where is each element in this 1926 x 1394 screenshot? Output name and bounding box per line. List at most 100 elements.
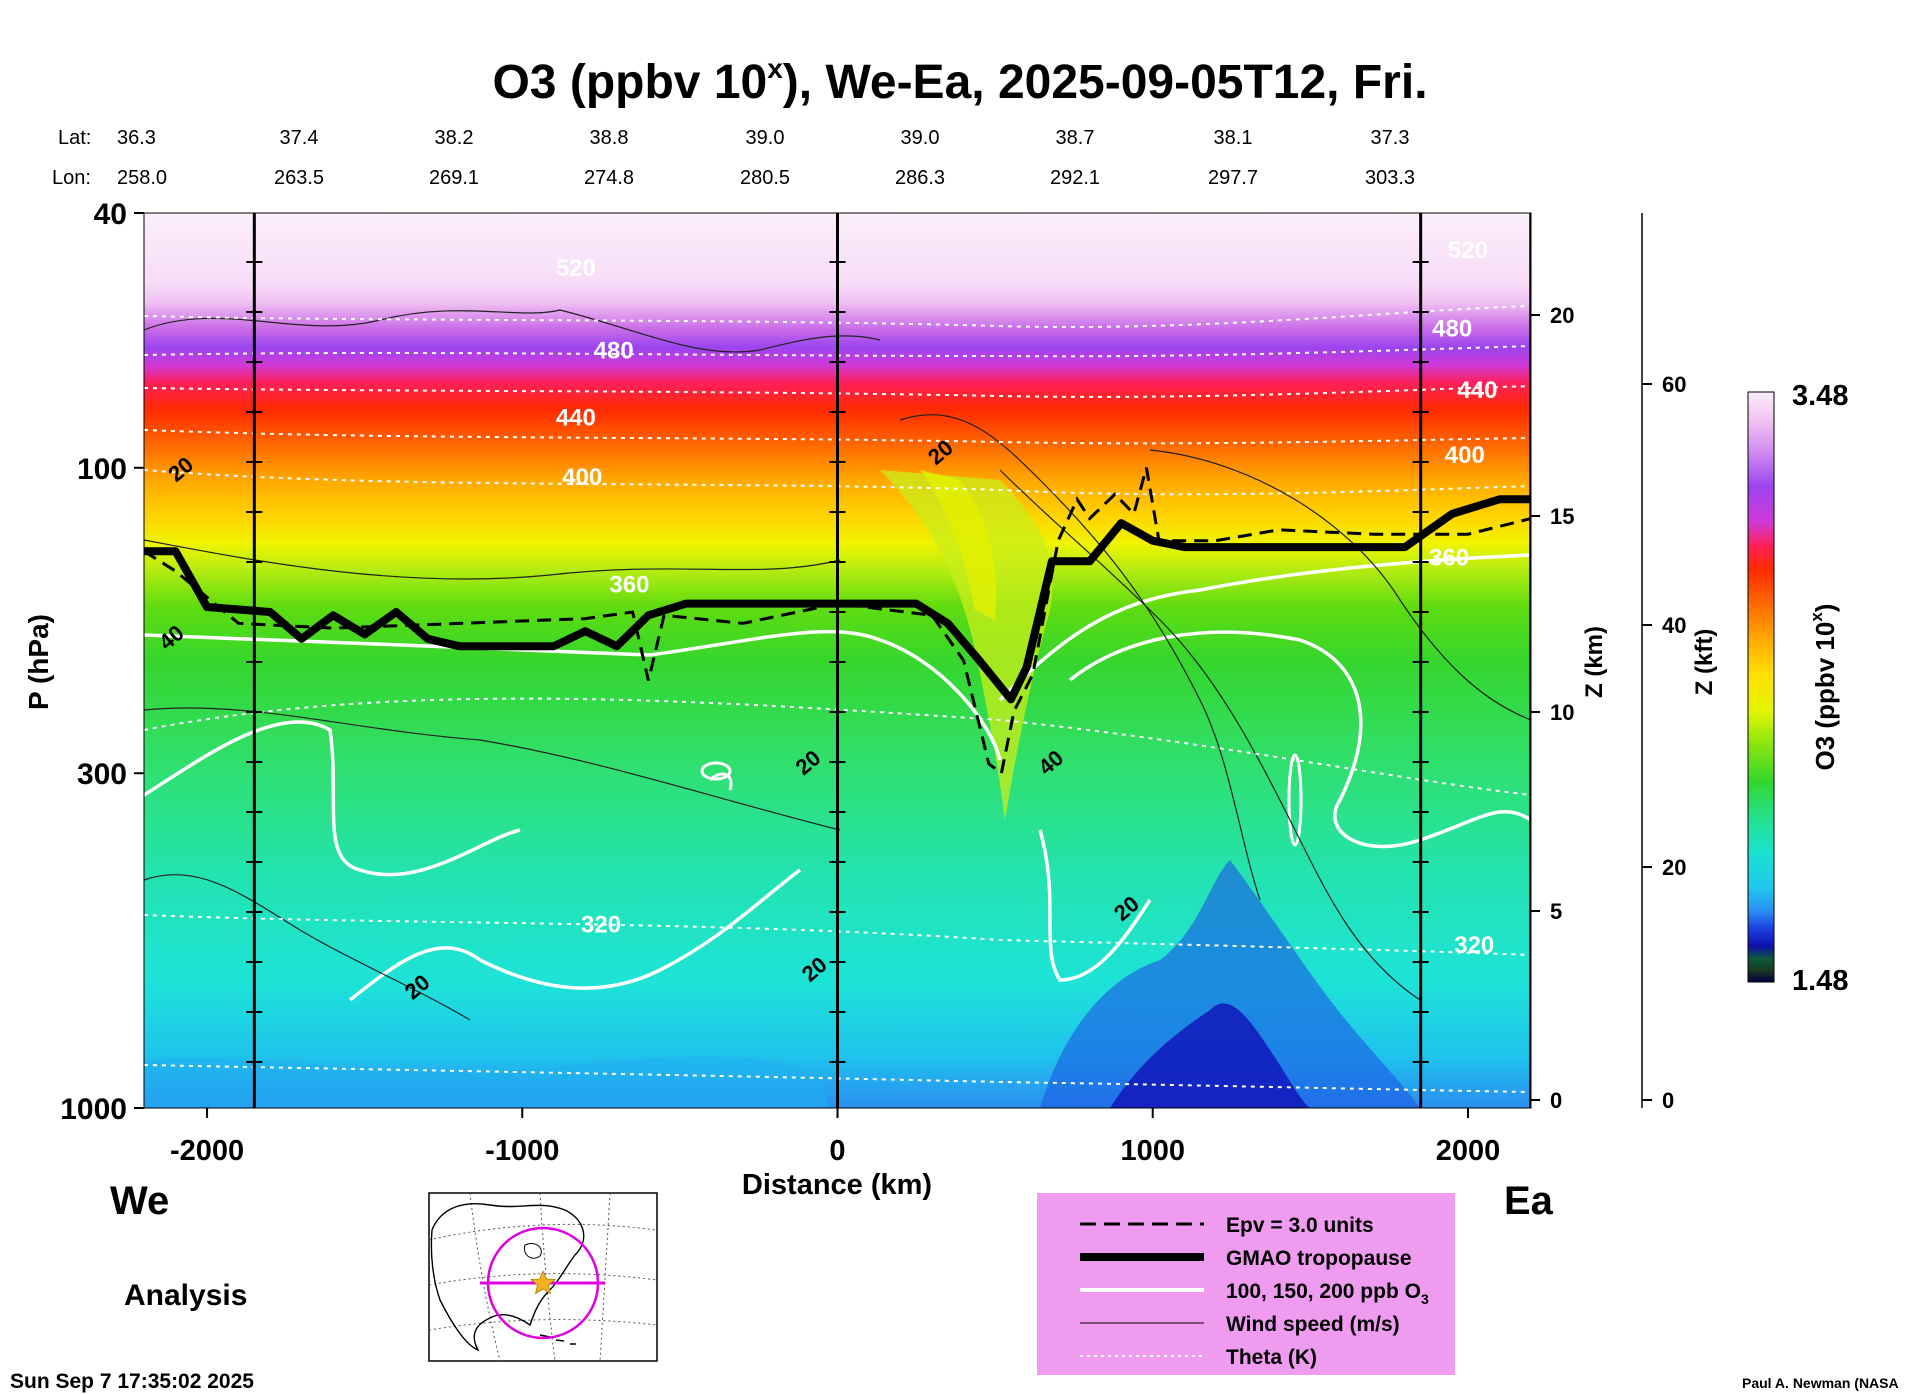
lat-value: 38.2 <box>435 127 474 149</box>
lat-label: Lat: <box>58 127 91 149</box>
analysis-label: Analysis <box>124 1279 247 1312</box>
colorbar-title: O3 (ppbv 10x) <box>1807 604 1840 771</box>
west-label: We <box>110 1179 169 1223</box>
wind-contour <box>999 469 1421 1001</box>
z-km-axis: 0 5 10 15 20 <box>1529 213 1574 1113</box>
lon-value: 286.3 <box>895 167 945 189</box>
legend: Epv = 3.0 units GMAO tropopause 100, 150, … <box>1037 1193 1455 1375</box>
colorbar-min-label: 1.48 <box>1792 965 1848 997</box>
lat-lon-values: 36.3 37.4 38.2 38.8 39.0 39.0 38.7 38.1 37.3 258.… <box>117 127 1415 189</box>
y-tick-label: 1000 <box>60 1093 127 1126</box>
colorbar <box>1747 391 1775 983</box>
tropopause-line <box>144 495 1531 704</box>
y-tick-label: 40 <box>94 198 127 231</box>
lon-value: 303.3 <box>1365 167 1415 189</box>
y-axis: 1000 300 100 40 <box>60 198 144 1126</box>
wind-contour <box>144 539 841 580</box>
z-km-tick-label: 0 <box>1550 1088 1562 1113</box>
z-km-tick-label: 5 <box>1550 899 1562 924</box>
lat-value: 38.1 <box>1214 127 1253 149</box>
z-km-tick-label: 10 <box>1550 700 1574 725</box>
lon-value: 280.5 <box>740 167 790 189</box>
z-kft-tick-label: 60 <box>1662 372 1686 397</box>
wind-contour <box>899 414 1261 901</box>
x-axis: -2000 -1000 0 1000 2000 <box>170 1108 1500 1167</box>
x-tick-label: -2000 <box>170 1135 244 1167</box>
x-tick-label: 1000 <box>1120 1135 1185 1167</box>
ozone-contour <box>1068 630 1531 849</box>
wind-contour <box>144 707 841 831</box>
theta-label: 360 <box>609 571 649 598</box>
lon-value: 274.8 <box>584 167 634 189</box>
z-kft-tick-label: 0 <box>1662 1088 1674 1113</box>
theta-labels: 520 480 440 400 360 320 520 480 440 400 360 320 <box>556 237 1498 959</box>
lat-value: 39.0 <box>746 127 785 149</box>
theta-label: 520 <box>556 255 596 282</box>
legend-label: Epv = 3.0 units <box>1226 1214 1374 1237</box>
theta-label: 320 <box>1454 932 1494 959</box>
z-km-axis-label: Z (km) <box>1581 626 1608 698</box>
z-kft-tick-label: 20 <box>1662 855 1686 880</box>
lon-value: 269.1 <box>429 167 479 189</box>
lat-value: 37.3 <box>1371 127 1410 149</box>
theta-label: 480 <box>1432 316 1472 343</box>
z-kft-axis: 0 20 40 60 <box>1641 213 1686 1113</box>
ozone-contour <box>700 761 732 781</box>
z-kft-axis-label: Z (kft) <box>1691 629 1718 696</box>
lon-value: 297.7 <box>1208 167 1258 189</box>
section-lines <box>246 213 1429 1108</box>
legend-label: 100, 150, 200 ppb O3 <box>1226 1280 1429 1307</box>
legend-label: GMAO tropopause <box>1226 1247 1412 1270</box>
timestamp: Sun Sep 7 17:35:02 2025 <box>10 1370 254 1393</box>
legend-items: Epv = 3.0 units GMAO tropopause 100, 150, … <box>1080 1214 1429 1369</box>
theta-label: 400 <box>1445 442 1485 469</box>
locator-map <box>428 1192 658 1362</box>
wind-contour <box>144 309 881 353</box>
lon-value: 292.1 <box>1050 167 1100 189</box>
epv-line <box>144 467 1531 776</box>
x-tick-label: -1000 <box>485 1135 559 1167</box>
theta-label: 320 <box>581 912 621 939</box>
ozone-contour <box>144 720 521 877</box>
theta-label: 480 <box>594 338 634 365</box>
lon-label: Lon: <box>52 167 91 189</box>
ozone-contour <box>144 553 1531 761</box>
wind-contour <box>144 874 471 1021</box>
lowest-ozone-core <box>1110 1003 1310 1108</box>
map-graticule <box>428 1192 658 1362</box>
east-label: Ea <box>1504 1179 1554 1223</box>
x-tick-label: 0 <box>829 1135 845 1167</box>
ozone-contour <box>1287 753 1303 847</box>
theta-label: 520 <box>1448 237 1488 264</box>
legend-label: Wind speed (m/s) <box>1226 1313 1400 1336</box>
theta-label: 440 <box>556 405 596 432</box>
wind-contour <box>1149 449 1531 721</box>
lon-value: 263.5 <box>274 167 324 189</box>
theta-line <box>144 697 1531 796</box>
x-axis-label: Distance (km) <box>742 1169 932 1201</box>
z-kft-tick-label: 40 <box>1662 613 1686 638</box>
location-star-icon <box>529 1270 557 1295</box>
lon-value: 258.0 <box>117 167 167 189</box>
y-tick-label: 300 <box>77 758 127 791</box>
lat-value: 38.7 <box>1056 127 1095 149</box>
tropopause-fold-shading <box>880 470 1053 820</box>
lat-value: 39.0 <box>901 127 940 149</box>
lat-value: 37.4 <box>280 127 319 149</box>
low-ozone-region-east <box>1040 860 1420 1108</box>
x-tick-label: 2000 <box>1436 1135 1501 1167</box>
credit: Paul A. Newman (NASA <box>1742 1375 1899 1391</box>
north-america-coastline <box>430 1203 585 1352</box>
theta-label: 360 <box>1429 545 1469 572</box>
y-tick-label: 100 <box>77 453 127 486</box>
theta-label: 440 <box>1457 377 1497 404</box>
z-km-tick-label: 15 <box>1550 504 1574 529</box>
ozone-contour <box>348 868 802 1002</box>
lat-value: 38.8 <box>590 127 629 149</box>
theta-label: 400 <box>562 464 602 491</box>
colorbar-max-label: 3.48 <box>1792 380 1848 412</box>
chart-title: O3 (ppbv 10x), We-Ea, 2025-09-05T12, Fri… <box>492 53 1427 109</box>
great-lakes-outline <box>523 1242 542 1259</box>
legend-label: Theta (K) <box>1226 1346 1317 1369</box>
